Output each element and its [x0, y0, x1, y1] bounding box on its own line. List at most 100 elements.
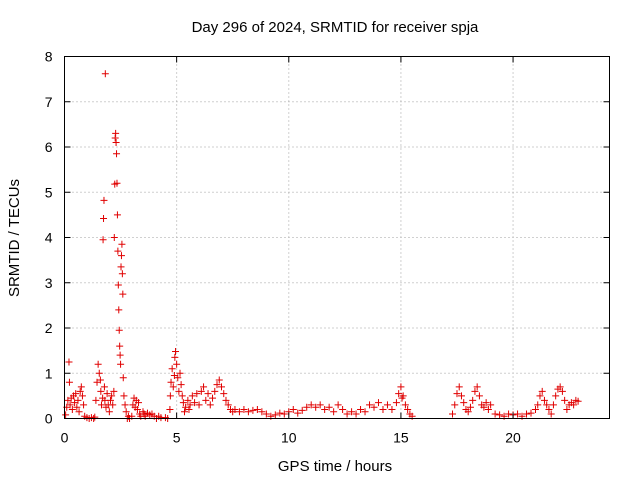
data-point	[76, 387, 84, 395]
y-tick-label: 3	[45, 275, 53, 291]
data-point	[496, 411, 504, 419]
data-point	[523, 410, 531, 418]
data-point	[540, 396, 548, 404]
data-point	[574, 397, 582, 405]
data-point	[374, 399, 382, 407]
data-point	[330, 408, 338, 416]
y-tick-label: 6	[45, 139, 53, 155]
data-point	[482, 399, 490, 407]
data-point	[487, 401, 495, 409]
data-point	[451, 401, 459, 409]
data-point	[200, 383, 208, 391]
data-point	[116, 351, 124, 359]
data-point	[209, 394, 217, 402]
data-point	[114, 247, 122, 255]
data-point	[166, 392, 174, 400]
data-point	[215, 376, 223, 384]
data-point	[563, 405, 571, 413]
data-point	[188, 392, 196, 400]
data-point	[395, 390, 403, 398]
axis-ticks: 0 1 2 3 4 5 6 7 8 0 5 10 15 20	[45, 49, 610, 446]
data-point	[119, 374, 127, 382]
y-tick-label: 7	[45, 94, 53, 110]
data-point	[543, 401, 551, 409]
data-point	[117, 360, 125, 368]
data-point	[280, 410, 288, 418]
data-point	[118, 270, 126, 278]
y-tick-label: 2	[45, 320, 53, 336]
data-point	[475, 392, 483, 400]
data-point	[118, 240, 126, 248]
data-point	[191, 399, 199, 407]
data-point	[471, 387, 479, 395]
data-point	[68, 405, 76, 413]
data-point	[570, 401, 578, 409]
data-point	[184, 396, 192, 404]
data-point	[117, 263, 125, 271]
data-point	[397, 383, 405, 391]
y-tick-label: 1	[45, 365, 53, 381]
data-point	[186, 401, 194, 409]
data-point	[549, 401, 557, 409]
data-point	[370, 403, 378, 411]
data-point	[294, 409, 302, 417]
data-point	[113, 179, 121, 187]
data-point	[166, 405, 174, 413]
data-point	[271, 411, 279, 419]
data-point	[231, 405, 239, 413]
plot-frame	[64, 56, 610, 419]
data-point	[176, 369, 184, 377]
data-point	[534, 401, 542, 409]
data-point	[289, 405, 297, 413]
data-point	[343, 410, 351, 418]
x-tick-label: 15	[393, 430, 409, 446]
data-point	[171, 353, 179, 361]
data-point	[65, 358, 73, 366]
data-point	[505, 410, 513, 418]
data-point	[312, 403, 320, 411]
data-point	[66, 401, 74, 409]
data-point	[262, 410, 270, 418]
data-point	[65, 378, 73, 386]
data-point	[133, 405, 141, 413]
data-point	[388, 405, 396, 413]
data-point	[222, 396, 230, 404]
data-point	[121, 401, 129, 409]
data-point	[213, 381, 221, 389]
data-point	[91, 413, 99, 421]
data-point	[258, 408, 266, 416]
data-point	[96, 376, 104, 384]
x-tick-label: 0	[61, 430, 69, 446]
data-point	[325, 403, 333, 411]
data-point	[108, 392, 116, 400]
data-point	[457, 392, 465, 400]
data-point	[224, 401, 232, 409]
data-point	[473, 383, 481, 391]
data-point	[195, 401, 203, 409]
data-point	[72, 390, 80, 398]
data-point	[106, 396, 114, 404]
x-tick-label: 5	[173, 430, 181, 446]
data-point	[113, 211, 121, 219]
data-point	[100, 214, 108, 222]
data-point	[211, 387, 219, 395]
data-point	[379, 405, 387, 413]
data-point	[464, 408, 472, 416]
data-point	[552, 392, 560, 400]
data-point	[321, 405, 329, 413]
data-point	[97, 387, 105, 395]
data-point	[135, 399, 143, 407]
data-point	[197, 387, 205, 395]
data-point	[536, 392, 544, 400]
data-point	[460, 399, 468, 407]
data-point	[334, 401, 342, 409]
data-point	[538, 387, 546, 395]
data-point	[62, 411, 70, 419]
data-point	[78, 392, 86, 400]
data-point	[404, 405, 412, 413]
data-point	[105, 408, 113, 416]
chart-title: Day 296 of 2024, SRMTID for receiver spj…	[192, 19, 479, 36]
data-point	[95, 369, 103, 377]
data-point	[244, 408, 252, 416]
data-point	[240, 405, 248, 413]
